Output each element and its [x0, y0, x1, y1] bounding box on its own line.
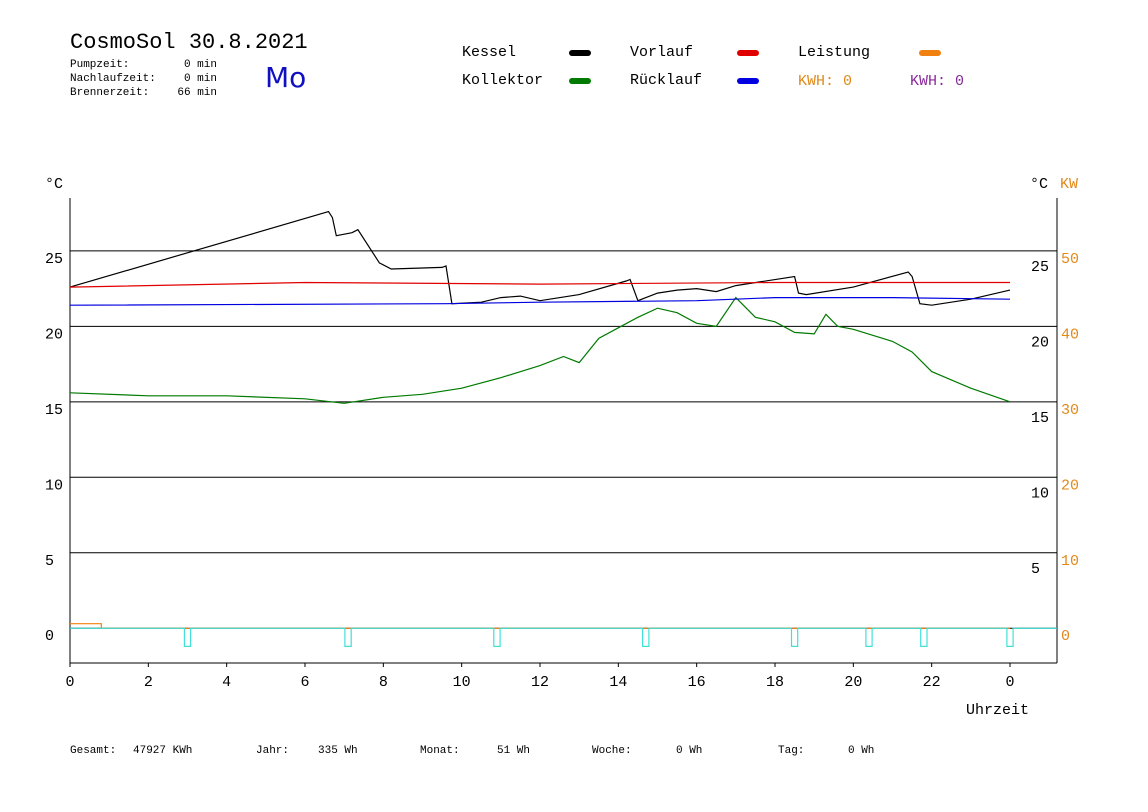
y-tick-label: 15	[45, 402, 63, 419]
y2-tick-label: 0	[1061, 628, 1070, 645]
x-tick-label: 10	[453, 674, 471, 691]
y2-tick-label: 50	[1061, 251, 1079, 268]
legend-label: Rücklauf	[630, 72, 702, 89]
y-tick-label-right: 10	[1031, 485, 1049, 502]
y2-tick-label: 30	[1061, 402, 1079, 419]
stat-label: Pumpzeit:	[70, 59, 129, 71]
stat-value: 0 min	[184, 73, 217, 85]
x-tick-label: 14	[609, 674, 627, 691]
x-tick-label: 4	[222, 674, 231, 691]
footer-label: Jahr:	[256, 745, 289, 757]
footer-value: 0 Wh	[676, 745, 702, 757]
footer-label: Monat:	[420, 745, 460, 757]
x-tick-label: 6	[300, 674, 309, 691]
x-tick-label: 16	[688, 674, 706, 691]
x-axis-label: Uhrzeit	[966, 702, 1029, 719]
footer-label: Gesamt:	[70, 745, 116, 757]
series-line	[70, 627, 1057, 647]
footer-value: 0 Wh	[848, 745, 874, 757]
stat-label: Nachlaufzeit:	[70, 73, 156, 85]
x-tick-label: 12	[531, 674, 549, 691]
y-tick-label-right: 25	[1031, 259, 1049, 276]
y-tick-label: 20	[45, 326, 63, 343]
y-axis-label: °C	[1030, 176, 1048, 193]
y2-tick-label: 10	[1061, 553, 1079, 570]
stat-label: Brennerzeit:	[70, 87, 149, 99]
y-tick-label: 0	[45, 628, 54, 645]
x-tick-label: 18	[766, 674, 784, 691]
y-axis-label: °C	[45, 176, 63, 193]
footer-value: 47927 KWh	[133, 745, 192, 757]
series-line	[69, 296, 1011, 404]
y2-axis-label: KW	[1060, 176, 1078, 193]
legend-label: Vorlauf	[630, 44, 693, 61]
title: CosmoSol 30.8.2021	[70, 30, 308, 55]
footer-value: 335 Wh	[318, 745, 358, 757]
stat-value: 0 min	[184, 59, 217, 71]
x-tick-label: 0	[1005, 674, 1014, 691]
x-tick-label: 2	[144, 674, 153, 691]
footer-label: Tag:	[778, 745, 804, 757]
legend-label: Kollektor	[462, 72, 543, 89]
y-tick-label-right: 5	[1031, 561, 1040, 578]
y-tick-label-right: 20	[1031, 334, 1049, 351]
footer-value: 51 Wh	[497, 745, 530, 757]
x-tick-label: 8	[379, 674, 388, 691]
y-tick-label-right: 15	[1031, 410, 1049, 427]
series-line	[69, 210, 1011, 306]
kwh: KWH: 0	[798, 73, 852, 90]
y2-tick-label: 40	[1061, 326, 1079, 343]
series-line	[70, 623, 1010, 629]
footer-label: Woche:	[592, 745, 632, 757]
y-tick-label: 25	[45, 251, 63, 268]
x-tick-label: 20	[844, 674, 862, 691]
legend-label: Leistung	[798, 44, 870, 61]
x-tick-label: 0	[65, 674, 74, 691]
y2-tick-label: 20	[1061, 477, 1079, 494]
stat-value: 66 min	[177, 87, 217, 99]
series-line	[69, 297, 1011, 306]
y-tick-label: 10	[45, 477, 63, 494]
legend-label: Kessel	[462, 44, 516, 61]
x-tick-label: 22	[923, 674, 941, 691]
series-line	[69, 281, 1010, 288]
day: Mo	[265, 61, 306, 94]
kwh: KWH: 0	[910, 73, 964, 90]
y-tick-label: 5	[45, 553, 54, 570]
